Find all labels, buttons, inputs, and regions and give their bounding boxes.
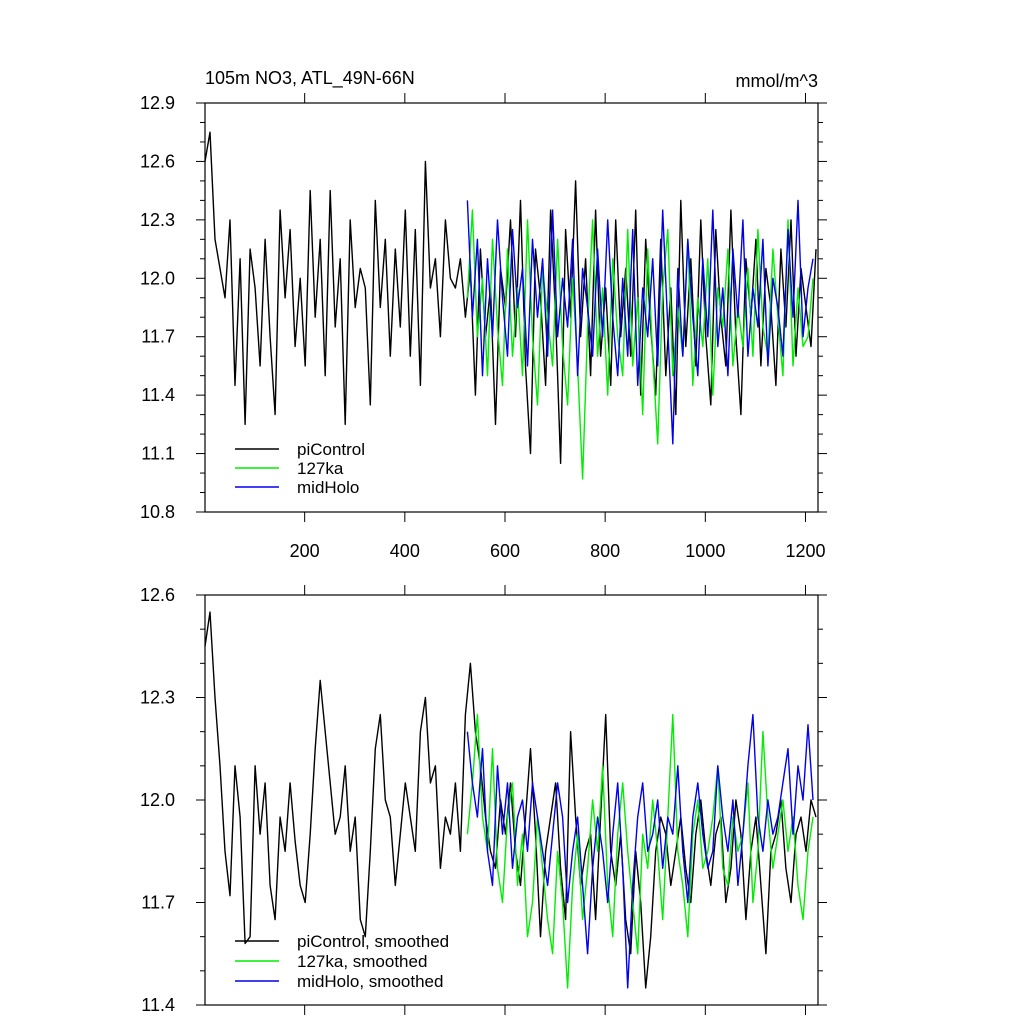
- y-tick-label-1-4: 12.6: [140, 585, 175, 605]
- series-line-1-1: [466, 713, 814, 989]
- top-panel-ticks: 10.8 11.1 11.4 11.7 12.0 12.3 12.6 12.9 200 400 60…: [140, 93, 827, 561]
- y-tick-label-0-7: 12.9: [140, 93, 175, 113]
- top-panel: 10.8 11.1 11.4 11.7 12.0 12.3 12.6 12.9 200 400 60…: [140, 68, 827, 561]
- x-tick-label-0-2: 600: [490, 541, 520, 561]
- y-tick-label-0-2: 11.4: [141, 385, 175, 405]
- y-tick-label-0-0: 10.8: [140, 502, 175, 522]
- series-line-0-1: [466, 209, 814, 480]
- y-tick-label-1-2: 12.0: [140, 790, 175, 810]
- y-tick-label-0-3: 11.7: [141, 327, 175, 347]
- x-tick-label-0-0: 200: [290, 541, 320, 561]
- y-tick-label-1-1: 11.7: [141, 893, 175, 913]
- x-tick-label-0-1: 400: [390, 541, 420, 561]
- legend-label-0-0: piControl: [297, 440, 365, 459]
- top-plot-frame: [204, 102, 819, 513]
- legend-label-1-1: 127ka, smoothed: [297, 952, 427, 971]
- top-panel-series: [204, 131, 817, 480]
- y-tick-label-0-6: 12.6: [140, 151, 175, 171]
- legend-label-1-2: midHolo, smoothed: [297, 972, 443, 991]
- series-line-0-2: [466, 199, 814, 445]
- series-line-1-0: [204, 611, 817, 989]
- y-tick-label-0-5: 12.3: [140, 210, 175, 230]
- y-tick-label-0-1: 11.1: [141, 444, 175, 464]
- x-tick-label-0-4: 1000: [685, 541, 725, 561]
- y-tick-label-0-4: 12.0: [140, 268, 175, 288]
- units-label: mmol/m^3: [736, 71, 818, 91]
- bottom-panel-series: [204, 611, 817, 989]
- y-tick-label-1-0: 11.4: [141, 995, 175, 1015]
- x-tick-label-0-3: 800: [590, 541, 620, 561]
- bottom-panel: 11.4 11.7 12.0 12.3 12.6 piControl, smoothed…: [140, 585, 827, 1015]
- legend-label-1-0: piControl, smoothed: [297, 932, 449, 951]
- x-tick-label-0-5: 1200: [785, 541, 825, 561]
- y-tick-label-1-3: 12.3: [140, 688, 175, 708]
- legend-label-0-2: midHolo: [297, 478, 359, 497]
- series-line-1-2: [466, 713, 814, 989]
- series-line-0-0: [204, 131, 817, 464]
- chart-title: 105m NO3, ATL_49N-66N: [205, 68, 415, 89]
- bottom-panel-ticks: 11.4 11.7 12.0 12.3 12.6: [140, 585, 827, 1015]
- legend-label-0-1: 127ka: [297, 459, 344, 478]
